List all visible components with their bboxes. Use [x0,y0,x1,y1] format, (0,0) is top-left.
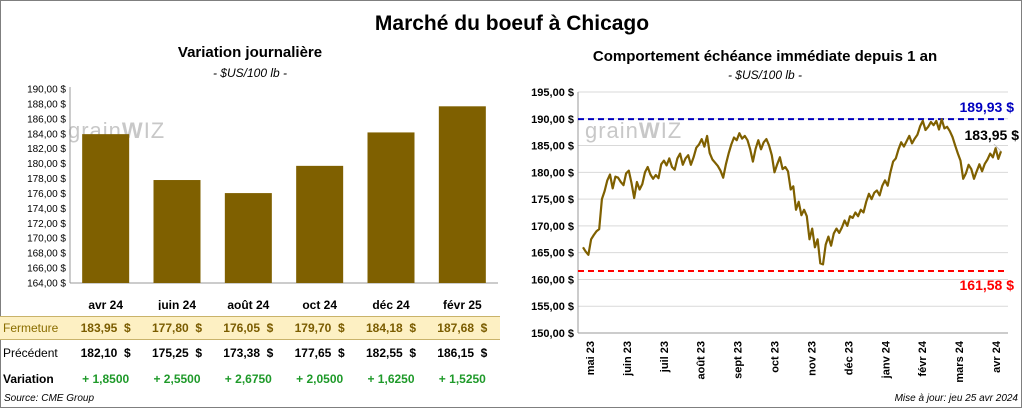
y-tick-label: 178,00 $ [27,174,66,185]
y-tick-label: 165,00 $ [531,248,574,260]
x-tick-label: oct 24 [302,298,337,310]
y-tick-label: 180,00 $ [27,159,66,170]
y-tick-label: 175,00 $ [531,194,574,206]
bar-chart-title: Variation journalière [177,44,323,61]
table-row: Précédent 182,10 $ 175,25 $ 173,38 $ 177,65 … [0,342,500,364]
max-label: 189,93 $ [960,99,1015,115]
y-tick-label: 180,00 $ [531,167,574,179]
x-tick-label: août 24 [227,298,269,310]
line-chart-unit: - $US/100 lb - [727,68,803,82]
bar [438,106,486,284]
y-tick-label: 185,00 $ [531,141,574,153]
y-tick-label: 166,00 $ [27,264,66,275]
bar [296,165,344,283]
y-tick-label: 160,00 $ [531,274,574,286]
y-tick-label: 190,00 $ [531,114,574,126]
table-cell: 179,70 $ [294,321,345,335]
table-cell: 177,80 $ [151,321,203,335]
y-tick-label: 172,00 $ [27,219,66,230]
y-tick-label: 186,00 $ [27,114,66,125]
y-tick-label: 164,00 $ [27,279,66,290]
x-tick-label: avr 24 [88,298,123,310]
y-tick-label: 170,00 $ [531,221,574,233]
y-tick-label: 174,00 $ [27,204,66,215]
grainwiz-logo-watermark-2: grainWIZ [585,118,683,143]
bar [224,193,272,283]
y-tick-label: 188,00 $ [27,99,66,110]
table-cell: 186,15 $ [437,346,488,360]
table-cell: + 1,6250 [367,372,415,386]
x-tick-label: juin 24 [157,298,196,310]
table-cell: 182,10 $ [80,346,131,360]
y-tick-label: 195,00 $ [531,87,574,99]
table-cell: + 2,5500 [153,372,201,386]
x-tick-label: oct 23 [770,341,782,373]
table-row: Fermeture 183,95 $ 177,80 $ 176,05 $ 179,70 … [0,316,500,340]
y-tick-label: 168,00 $ [27,249,66,260]
x-tick-label: janv 24 [880,340,892,379]
bar [82,134,130,283]
x-tick-label: nov 23 [806,341,818,376]
table-cell: 173,38 $ [223,346,274,360]
table-cell: 177,65 $ [294,346,345,360]
table-cell: 182,55 $ [365,346,417,360]
x-tick-label: avr 24 [991,340,1003,373]
table-cell: 176,05 $ [223,321,274,335]
source-footnote: Source: CME Group [4,393,95,404]
table-row-label: Précédent [3,346,58,360]
y-tick-label: 155,00 $ [531,301,574,313]
table-row-label: Fermeture [3,321,59,335]
updated-footnote: Mise à jour: jeu 25 avr 2024 [894,393,1018,404]
y-tick-label: 170,00 $ [27,234,66,245]
x-tick-label: juin 23 [622,341,634,377]
min-label: 161,58 $ [960,277,1015,293]
y-tick-label: 182,00 $ [27,144,66,155]
x-tick-label: mars 24 [954,340,966,382]
table-cell: 184,18 $ [365,321,417,335]
table-cell: + 2,6750 [224,372,272,386]
table-row: Variation + 1,8500 + 2,5500 + 2,6750 + 2,050… [0,368,500,390]
bar-chart: 190,00 $ 188,00 $ 186,00 $ 184,00 $ 182,00 $… [27,85,498,310]
x-tick-label: août 23 [696,341,708,380]
y-tick-label: 176,00 $ [27,189,66,200]
bar [153,180,201,283]
page-title: Marché du boeuf à Chicago [374,12,650,35]
table-cell: 175,25 $ [151,346,203,360]
table-cell: 183,95 $ [80,321,131,335]
table-cell: + 1,5250 [438,372,486,386]
x-tick-label: mai 23 [585,341,597,375]
y-tick-label: 150,00 $ [531,328,574,340]
x-tick-label: févr 24 [917,340,929,376]
table-row-label: Variation [3,372,54,386]
table-cell: 187,68 $ [437,321,488,335]
x-tick-label: sept 23 [733,341,745,379]
table-cell: + 1,8500 [82,372,130,386]
table-cell: + 2,0500 [296,372,344,386]
y-tick-label: 184,00 $ [27,129,66,140]
series-line [582,118,1003,266]
bar-chart-unit: - $US/100 lb - [212,66,288,80]
x-tick-label: déc 24 [372,298,410,310]
last-value-label: 183,95 $ [965,127,1020,143]
bar [367,132,415,283]
last-value-leader [993,143,1002,152]
x-tick-label: juil 23 [659,341,671,373]
y-tick-label: 190,00 $ [27,85,66,96]
line-chart-title: Comportement échéance immédiate depuis 1… [592,48,938,65]
x-tick-label: déc 23 [843,341,855,375]
x-tick-label: févr 25 [443,298,482,310]
